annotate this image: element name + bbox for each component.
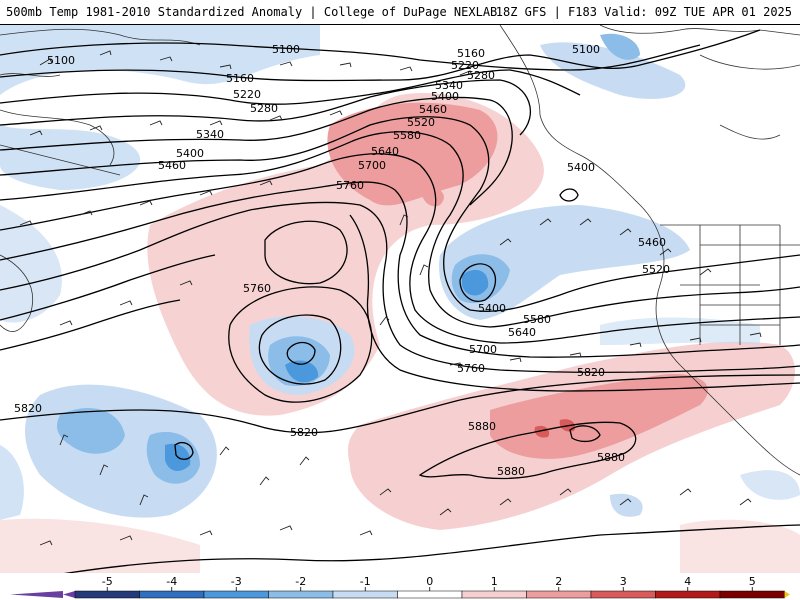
colorbar-tick-label: 3 xyxy=(620,575,627,588)
colorbar-segment xyxy=(590,590,656,599)
contour-label: 5700 xyxy=(469,343,497,356)
colorbar-segments xyxy=(10,590,790,599)
anomaly-colorbar: -5 -4 -3 -2 -1 0 1 2 3 4 5 xyxy=(10,575,790,599)
height-contours xyxy=(0,29,800,573)
contour-label: 5880 xyxy=(468,420,496,433)
contour-label: 5880 xyxy=(497,465,525,478)
contour-label: 5460 xyxy=(158,159,186,172)
contour-label: 5760 xyxy=(243,282,271,295)
contour-label: 5820 xyxy=(577,366,605,379)
colorbar-segment xyxy=(268,590,334,599)
contour-label: 5400 xyxy=(478,302,506,315)
contour-label: 5700 xyxy=(358,159,386,172)
contour-label: 5160 xyxy=(457,47,485,60)
contour-label: 5460 xyxy=(419,103,447,116)
colorbar-segment xyxy=(461,590,527,599)
contour-label: 5160 xyxy=(226,72,254,85)
coastlines xyxy=(0,25,800,476)
colorbar-min-cap xyxy=(63,591,75,598)
map-title: 500mb Temp 1981-2010 Standardized Anomal… xyxy=(6,5,498,19)
model-run-info: 18Z GFS | F183 Valid: 09Z TUE APR 01 202… xyxy=(495,5,792,19)
contour-label: 5100 xyxy=(572,43,600,56)
contour-label: 5340 xyxy=(196,128,224,141)
contour-label: 5100 xyxy=(47,54,75,67)
colorbar-segment xyxy=(526,590,592,599)
colorbar-tick-label: 5 xyxy=(749,575,756,588)
colorbar-ticks: -5 -4 -3 -2 -1 0 1 2 3 4 5 xyxy=(102,575,756,591)
colorbar-segment xyxy=(397,590,463,599)
contour-label: 5760 xyxy=(457,362,485,375)
contour-label: 5400 xyxy=(176,147,204,160)
contour-label: 5340 xyxy=(435,79,463,92)
contour-label: 5580 xyxy=(393,129,421,142)
map-header: 500mb Temp 1981-2010 Standardized Anomal… xyxy=(0,0,800,25)
colorbar-segment xyxy=(74,590,140,599)
colorbar-min-cap xyxy=(10,591,63,598)
colorbar-tick-label: -3 xyxy=(231,575,242,588)
contour-label: 5520 xyxy=(642,263,670,276)
contour-label: 5760 xyxy=(336,179,364,192)
colorbar-segment xyxy=(332,590,398,599)
colorbar-tick-label: -1 xyxy=(360,575,371,588)
colorbar-tick-label: 0 xyxy=(426,575,433,588)
colorbar-segment xyxy=(139,590,205,599)
contour-label: 5280 xyxy=(250,102,278,115)
colorbar-tick-label: 2 xyxy=(555,575,562,588)
colorbar-tick-label: -4 xyxy=(166,575,177,588)
contour-label: 5520 xyxy=(407,116,435,129)
colorbar-max-cap xyxy=(784,591,790,598)
contour-label: 5100 xyxy=(272,43,300,56)
contour-label: 5580 xyxy=(523,313,551,326)
colorbar-tick-label: -5 xyxy=(102,575,113,588)
contour-label: 5400 xyxy=(567,161,595,174)
colorbar-tick-label: -2 xyxy=(295,575,306,588)
wind-barbs xyxy=(19,50,762,546)
contour-label: 5460 xyxy=(638,236,666,249)
contour-label: 5640 xyxy=(508,326,536,339)
contour-label: 5280 xyxy=(467,69,495,82)
contour-label: 5640 xyxy=(371,145,399,158)
contour-label: 5220 xyxy=(233,88,261,101)
contour-label: 5820 xyxy=(14,402,42,415)
anomaly-shading xyxy=(0,25,800,573)
colorbar-tick-label: 1 xyxy=(491,575,498,588)
contour-label: 5400 xyxy=(431,90,459,103)
colorbar-segment xyxy=(655,590,721,599)
contour-label: 5220 xyxy=(451,59,479,72)
contour-label: 5880 xyxy=(597,451,625,464)
anomaly-map: 5100 5100 5100 5160 5160 5220 5220 5280 … xyxy=(0,25,800,573)
contour-label: 5820 xyxy=(290,426,318,439)
colorbar-tick-label: 4 xyxy=(684,575,691,588)
colorbar-segment xyxy=(203,590,269,599)
colorbar-segment xyxy=(719,590,785,599)
contour-labels: 5100 5100 5100 5160 5160 5220 5220 5280 … xyxy=(14,43,670,478)
